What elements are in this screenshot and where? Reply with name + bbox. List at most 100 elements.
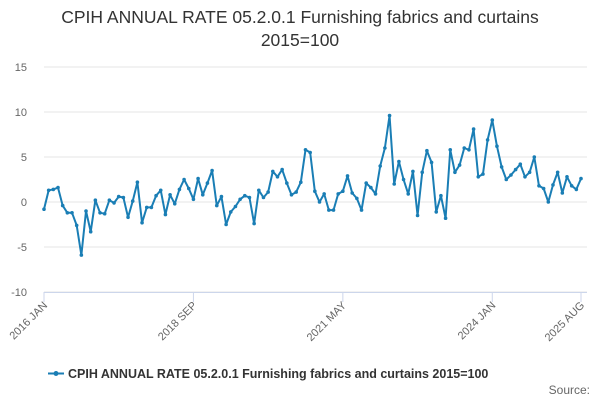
data-point[interactable] xyxy=(513,167,518,172)
data-point[interactable] xyxy=(242,193,247,198)
data-point[interactable] xyxy=(434,210,439,214)
data-point[interactable] xyxy=(42,207,46,211)
data-point[interactable] xyxy=(149,205,154,210)
data-point[interactable] xyxy=(247,195,252,200)
data-point[interactable] xyxy=(560,191,565,195)
data-point[interactable] xyxy=(210,168,214,173)
data-point[interactable] xyxy=(565,175,569,179)
data-point[interactable] xyxy=(485,138,490,142)
data-point[interactable] xyxy=(373,192,378,196)
data-point[interactable] xyxy=(499,165,504,169)
data-point[interactable] xyxy=(200,193,205,197)
data-point[interactable] xyxy=(457,163,462,167)
data-point[interactable] xyxy=(303,148,308,152)
data-point[interactable] xyxy=(420,170,425,175)
data-point[interactable] xyxy=(186,186,191,191)
data-point[interactable] xyxy=(135,180,140,184)
data-point[interactable] xyxy=(88,229,93,234)
data-point[interactable] xyxy=(285,181,289,185)
data-point[interactable] xyxy=(336,192,340,196)
data-point[interactable] xyxy=(294,190,298,194)
data-point[interactable] xyxy=(196,176,200,181)
data-point[interactable] xyxy=(537,184,541,188)
data-point[interactable] xyxy=(448,148,453,152)
data-point[interactable] xyxy=(313,189,317,193)
data-point[interactable] xyxy=(107,198,112,202)
data-point[interactable] xyxy=(238,197,242,202)
data-point[interactable] xyxy=(541,186,546,191)
data-point[interactable] xyxy=(228,210,233,214)
data-point[interactable] xyxy=(350,191,354,195)
data-point[interactable] xyxy=(289,193,294,197)
data-point[interactable] xyxy=(102,211,107,216)
data-point[interactable] xyxy=(378,164,383,168)
data-point[interactable] xyxy=(84,209,88,213)
data-point[interactable] xyxy=(569,184,574,188)
data-point[interactable] xyxy=(392,182,397,186)
data-point[interactable] xyxy=(415,213,420,218)
data-point[interactable] xyxy=(453,170,457,175)
data-point[interactable] xyxy=(471,127,476,131)
data-point[interactable] xyxy=(140,220,144,225)
data-point[interactable] xyxy=(322,192,326,196)
data-point[interactable] xyxy=(383,146,387,150)
data-point[interactable] xyxy=(121,195,126,200)
data-point[interactable] xyxy=(406,192,411,196)
data-point[interactable] xyxy=(527,170,532,175)
data-point[interactable] xyxy=(359,208,364,212)
data-point[interactable] xyxy=(369,185,373,190)
legend[interactable]: CPIH ANNUAL RATE 05.2.0.1 Furnishing fab… xyxy=(48,367,488,381)
data-point[interactable] xyxy=(70,211,74,215)
data-point[interactable] xyxy=(387,113,392,118)
data-point[interactable] xyxy=(177,187,182,192)
data-point[interactable] xyxy=(495,144,499,148)
data-point[interactable] xyxy=(317,200,322,204)
data-point[interactable] xyxy=(126,215,130,220)
data-point[interactable] xyxy=(79,253,84,257)
data-point[interactable] xyxy=(579,176,583,181)
data-point[interactable] xyxy=(364,181,369,185)
data-point[interactable] xyxy=(275,175,280,179)
data-point[interactable] xyxy=(467,148,471,152)
data-point[interactable] xyxy=(476,175,481,179)
data-point[interactable] xyxy=(574,187,579,192)
source-credit[interactable]: Source: xyxy=(549,383,590,397)
data-point[interactable] xyxy=(219,194,224,199)
data-point[interactable] xyxy=(355,196,359,201)
data-point[interactable] xyxy=(168,193,172,197)
data-point[interactable] xyxy=(523,175,527,179)
data-point[interactable] xyxy=(163,212,168,217)
data-point[interactable] xyxy=(439,193,443,198)
data-point[interactable] xyxy=(397,159,401,164)
data-point[interactable] xyxy=(172,202,177,206)
data-point[interactable] xyxy=(299,180,303,184)
data-point[interactable] xyxy=(116,194,121,199)
data-point[interactable] xyxy=(518,162,523,166)
data-point[interactable] xyxy=(65,211,70,215)
data-point[interactable] xyxy=(401,177,406,182)
data-point[interactable] xyxy=(98,211,102,215)
data-point[interactable] xyxy=(154,193,158,198)
data-point[interactable] xyxy=(345,174,350,178)
data-point[interactable] xyxy=(182,177,186,182)
data-point[interactable] xyxy=(271,169,275,174)
data-point[interactable] xyxy=(266,190,270,194)
data-point[interactable] xyxy=(532,155,537,159)
data-point[interactable] xyxy=(56,185,60,190)
data-point[interactable] xyxy=(257,188,261,193)
data-point[interactable] xyxy=(555,170,560,175)
data-point[interactable] xyxy=(481,172,485,176)
data-point[interactable] xyxy=(233,204,238,209)
data-point[interactable] xyxy=(504,177,509,182)
data-point[interactable] xyxy=(411,169,415,174)
data-point[interactable] xyxy=(509,173,513,177)
data-point[interactable] xyxy=(158,188,163,193)
data-point[interactable] xyxy=(214,203,219,208)
data-point[interactable] xyxy=(308,150,312,155)
data-point[interactable] xyxy=(327,208,331,212)
data-point[interactable] xyxy=(490,118,495,122)
data-point[interactable] xyxy=(429,160,434,165)
data-point[interactable] xyxy=(261,195,266,200)
data-point[interactable] xyxy=(425,148,429,153)
data-point[interactable] xyxy=(60,203,65,208)
